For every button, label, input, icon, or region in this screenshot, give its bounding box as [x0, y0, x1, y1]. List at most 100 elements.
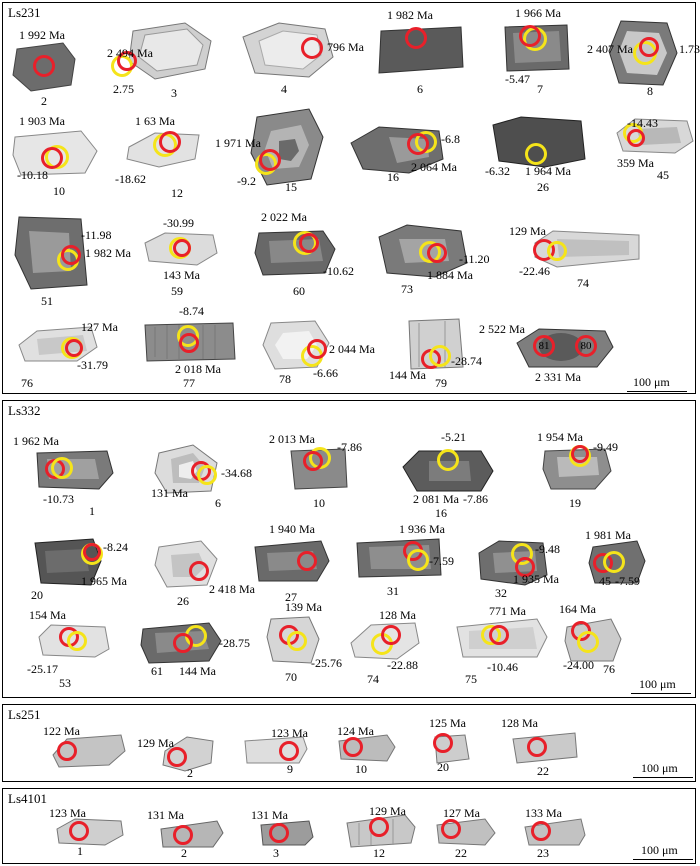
panel-ls231: Ls231 1 992 Ma 2 2 494 Ma 2.75 3 796 Ma … [2, 2, 700, 394]
age-label: 123 Ma [49, 806, 86, 820]
delta-label: -6.8 [441, 132, 460, 146]
grain-number: 2 [181, 846, 187, 860]
age-label: 1 964 Ma [525, 164, 571, 178]
analysis-spot-red [173, 239, 191, 257]
delta-label: -10.62 [323, 264, 354, 278]
grain-number: 53 [59, 676, 71, 690]
panel-ls332: Ls332 1 962 Ma -10.73 1 -34.68 131 Ma 6 … [2, 400, 696, 698]
delta-label: -22.46 [519, 264, 550, 278]
analysis-spot-red [427, 243, 447, 263]
age-label: 129 Ma [137, 736, 174, 750]
analysis-spot-red [639, 37, 659, 57]
grain-number: 1 [89, 504, 95, 518]
age-label: 123 Ma [271, 726, 308, 740]
age-label: 143 Ma [163, 268, 200, 282]
analysis-spot-red [575, 335, 597, 357]
delta-label: -6.32 [485, 164, 510, 178]
delta-label: -9.2 [237, 174, 256, 188]
analysis-spot-red [33, 55, 55, 77]
grain-number: 74 [577, 276, 589, 290]
grain-number: 76 [21, 376, 33, 390]
grain-number: 20 [437, 760, 449, 774]
analysis-spot-red [381, 625, 401, 645]
age-label: 144 Ma [179, 664, 216, 678]
grain-number: 7 [537, 82, 543, 96]
age-label: 139 Ma [285, 600, 322, 614]
delta-label: -24.00 [563, 658, 594, 672]
delta-label: -7.86 [463, 492, 488, 506]
age-label: 1 966 Ma [515, 6, 561, 20]
scale-label: 100 μm [641, 761, 678, 775]
delta-label: -22.88 [387, 658, 418, 672]
analysis-spot-yellow [525, 143, 547, 165]
age-label: 127 Ma [443, 806, 480, 820]
grain-number: 79 [435, 376, 447, 390]
grain-number: 27 [285, 590, 297, 604]
grain-number: 22 [537, 764, 549, 778]
panel-ls251: Ls251 122 Ma 129 Ma 2 123 Ma 9 124 Ma 10… [2, 704, 696, 782]
scale-bar [627, 391, 687, 392]
grain-number: 16 [387, 170, 399, 184]
analysis-spot-red [269, 823, 289, 843]
zircon-grain [55, 817, 125, 847]
grain-number: 73 [401, 282, 413, 296]
scale-label: 100 μm [633, 375, 670, 389]
age-label: 131 Ma [147, 808, 184, 822]
grain-number: 75 [465, 672, 477, 686]
grain-number: 2 [187, 766, 193, 780]
delta-label: 1.73 [679, 42, 700, 56]
analysis-spot-red [405, 27, 427, 49]
age-label: 131 Ma [151, 486, 188, 500]
analysis-spot-red [369, 817, 389, 837]
grain-number: 26 [537, 180, 549, 194]
delta-label: -30.99 [163, 216, 194, 230]
analysis-spot-red [65, 339, 83, 357]
zircon-grain [399, 447, 495, 495]
analysis-spot-yellow [287, 631, 307, 651]
delta-label: -8.24 [103, 540, 128, 554]
age-label: 2 522 Ma [479, 322, 525, 336]
delta-label: -10.18 [17, 168, 48, 182]
delta-label: -6.66 [313, 366, 338, 380]
grain-number: 15 [285, 180, 297, 194]
grain-number: 4 [281, 82, 287, 96]
delta-label: -11.98 [81, 228, 112, 242]
delta-label: -28.74 [451, 354, 482, 368]
analysis-spot-yellow [547, 241, 567, 261]
grain-number: 6 [417, 82, 423, 96]
analysis-spot-red [627, 129, 645, 147]
age-label: 1 992 Ma [19, 28, 65, 42]
grain-number: 51 [41, 294, 53, 308]
age-label: 1 884 Ma [427, 268, 473, 282]
grain-number: 10 [355, 762, 367, 776]
delta-label: -9.48 [535, 542, 560, 556]
age-label: 128 Ma [379, 608, 416, 622]
analysis-spot-yellow [603, 551, 625, 573]
analysis-spot-red [343, 737, 363, 757]
delta-label: -9.49 [593, 440, 618, 454]
age-label: 154 Ma [29, 608, 66, 622]
grain-number: 61 [151, 664, 163, 678]
grain-number: 20 [31, 588, 43, 602]
delta-label: -25.17 [27, 662, 58, 676]
grain-number: 23 [537, 846, 549, 860]
analysis-spot-red [57, 741, 77, 761]
delta-label: -5.21 [441, 430, 466, 444]
age-label: 2 064 Ma [411, 160, 457, 174]
grain-number: 31 [387, 584, 399, 598]
scale-label: 100 μm [639, 677, 676, 691]
age-label: 1 981 Ma [585, 528, 631, 542]
grain-number: 12 [373, 846, 385, 860]
analysis-spot-red [61, 245, 81, 265]
grain-number: 26 [177, 594, 189, 608]
analysis-spot-red [515, 557, 535, 577]
analysis-spot-red [533, 335, 555, 357]
analysis-spot-yellow [51, 457, 73, 479]
delta-label: -8.74 [179, 304, 204, 318]
analysis-spot-red [173, 633, 193, 653]
zircon-grain [515, 327, 615, 369]
analysis-spot-red [519, 25, 541, 47]
age-label: 125 Ma [429, 716, 466, 730]
age-label: 2 407 Ma [587, 42, 633, 56]
age-label: 2 044 Ma [329, 342, 375, 356]
